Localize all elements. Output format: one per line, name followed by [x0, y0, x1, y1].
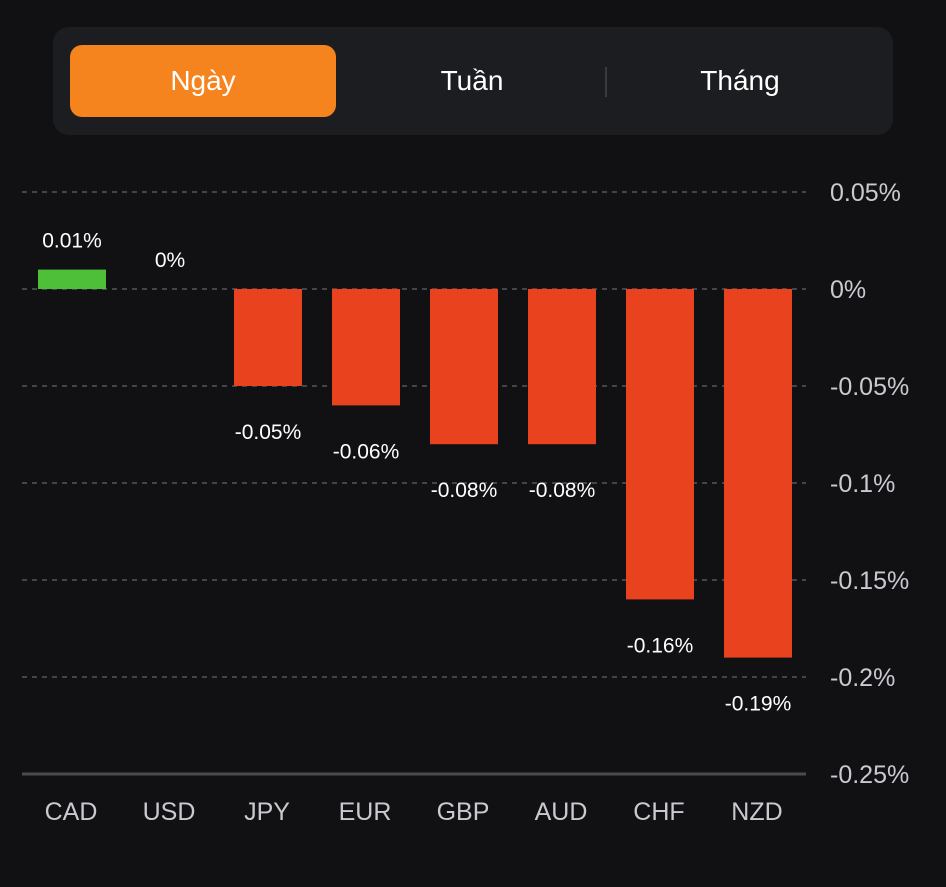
y-tick-label: 0.05% [830, 179, 901, 207]
y-tick-label: 0% [830, 276, 866, 304]
x-tick-label: CHF [633, 798, 684, 826]
bar-eur[interactable] [332, 289, 400, 406]
x-tick-label: CAD [45, 798, 98, 826]
tab-divider [605, 67, 607, 97]
tab-day-label: Ngày [170, 65, 236, 96]
tab-week[interactable]: Tuần [339, 45, 605, 117]
y-tick-label: -0.1% [830, 470, 895, 498]
period-segmented-control: Ngày Tuần Tháng [53, 27, 893, 135]
bar-chf[interactable] [626, 289, 694, 600]
y-tick-label: -0.15% [830, 567, 909, 595]
tab-month[interactable]: Tháng [607, 45, 873, 117]
bar-gbp[interactable] [430, 289, 498, 445]
bar-jpy[interactable] [234, 289, 302, 386]
y-tick-label: -0.05% [830, 373, 909, 401]
data-label: -0.08% [529, 479, 596, 502]
data-label: -0.05% [235, 421, 302, 444]
y-tick-label: -0.25% [830, 761, 909, 789]
bar-aud[interactable] [528, 289, 596, 445]
data-label: -0.16% [627, 634, 694, 657]
bar-nzd[interactable] [724, 289, 792, 658]
tab-day[interactable]: Ngày [70, 45, 336, 117]
data-label: 0.01% [42, 230, 102, 253]
x-tick-label: JPY [244, 798, 290, 826]
x-tick-label: NZD [731, 798, 782, 826]
tab-month-label: Tháng [700, 65, 780, 96]
data-label: 0% [155, 249, 185, 272]
x-tick-label: EUR [339, 798, 392, 826]
y-tick-label: -0.2% [830, 664, 895, 692]
x-tick-label: USD [143, 798, 196, 826]
data-label: -0.08% [431, 479, 498, 502]
bar-cad[interactable] [38, 269, 106, 289]
data-label: -0.06% [333, 440, 400, 463]
x-tick-label: GBP [437, 798, 490, 826]
x-tick-label: AUD [535, 798, 588, 826]
tab-week-label: Tuần [440, 65, 504, 96]
data-label: -0.19% [725, 693, 792, 716]
